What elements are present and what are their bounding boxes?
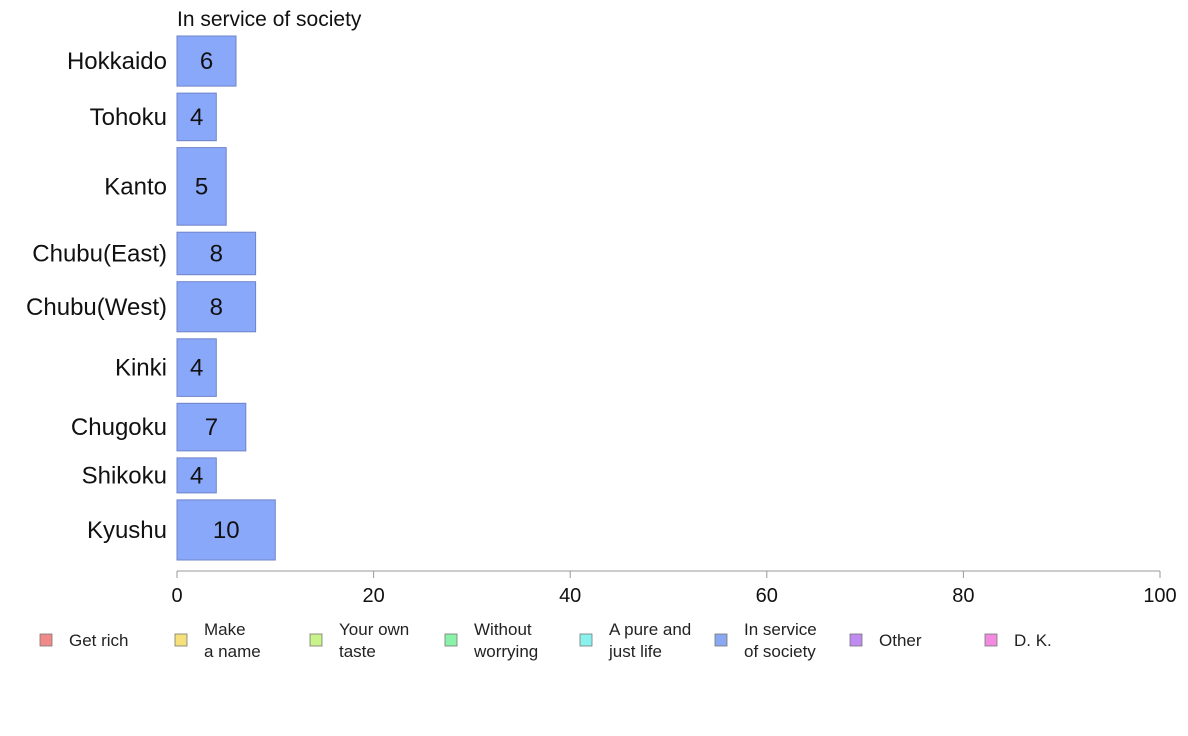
legend-swatch	[309, 633, 323, 647]
value-label: 8	[210, 241, 223, 268]
category-label: Shikoku	[82, 462, 167, 489]
value-label: 4	[190, 355, 203, 382]
legend-swatch	[849, 633, 863, 647]
legend-swatch	[174, 633, 188, 647]
legend-label: Without	[474, 620, 532, 639]
value-label: 4	[190, 462, 203, 489]
legend-label: Your own	[339, 620, 409, 639]
chart-title: In service of society	[177, 8, 362, 31]
legend-label: Make	[204, 620, 246, 639]
bar-chubu-west	[176, 281, 257, 333]
category-label: Kyushu	[87, 517, 167, 544]
legend-label: D. K.	[1014, 631, 1052, 650]
bar-kinki	[176, 338, 217, 397]
legend-swatch	[579, 633, 593, 647]
value-label: 8	[210, 294, 223, 321]
category-labels: Hokkaido Tohoku Kanto Chubu(East) Chubu(West…	[26, 48, 167, 544]
bar-shikoku	[176, 457, 217, 494]
category-label: Chubu(East)	[32, 241, 167, 268]
value-label: 6	[200, 48, 213, 75]
category-label: Tohoku	[90, 104, 167, 131]
bar-hokkaido	[176, 35, 237, 87]
x-tick-label: 80	[952, 585, 974, 607]
legend-swatch	[984, 633, 998, 647]
x-tick-label: 0	[171, 585, 182, 607]
x-tick-label: 20	[362, 585, 384, 607]
bar-tohoku	[176, 92, 217, 142]
value-label: 7	[205, 414, 218, 441]
legend-label: taste	[339, 642, 376, 661]
category-label: Kinki	[115, 355, 167, 382]
legend-swatch	[39, 633, 53, 647]
legend: Get rich Make a name Your own taste Without wo…	[39, 620, 1052, 661]
category-label: Chubu(West)	[26, 294, 167, 321]
legend-label: Get rich	[69, 631, 129, 650]
x-axis: 0 20 40 60 80 100	[171, 570, 1177, 607]
bar-chubu-east	[176, 231, 257, 276]
x-tick-label: 40	[559, 585, 581, 607]
value-label: 10	[213, 517, 240, 544]
legend-label: just life	[608, 642, 662, 661]
legend-swatch	[714, 633, 728, 647]
category-label: Hokkaido	[67, 48, 167, 75]
bars-group	[176, 35, 276, 561]
legend-label: A pure and	[609, 620, 691, 639]
value-label: 5	[195, 173, 208, 200]
legend-label: In service	[744, 620, 817, 639]
x-tick-label: 100	[1143, 585, 1176, 607]
category-label: Chugoku	[71, 414, 167, 441]
legend-label: a name	[204, 642, 261, 661]
bar-kanto	[176, 147, 227, 226]
category-label: Kanto	[104, 173, 167, 200]
legend-swatch	[444, 633, 458, 647]
legend-label: Other	[879, 631, 922, 650]
bar-chugoku	[176, 402, 247, 452]
value-label: 4	[190, 104, 203, 131]
bar-kyushu	[176, 499, 276, 561]
legend-label: of society	[744, 642, 816, 661]
legend-label: worrying	[473, 642, 538, 661]
x-tick-label: 60	[756, 585, 778, 607]
